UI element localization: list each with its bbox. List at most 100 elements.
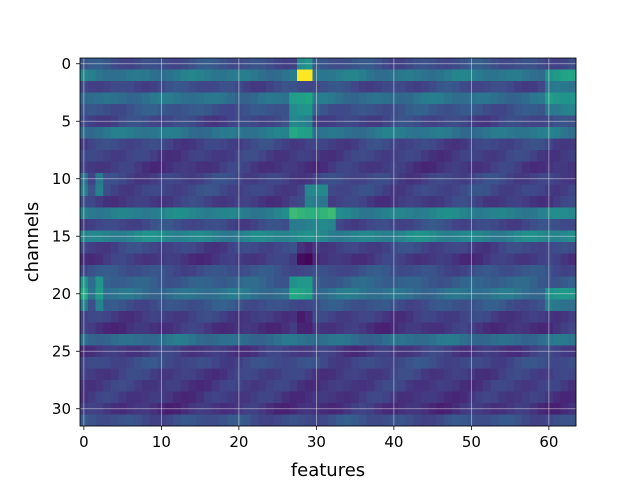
heatmap-cell [180, 207, 189, 220]
heatmap-cell [134, 161, 143, 174]
heatmap-cell [95, 92, 104, 105]
heatmap-cell [219, 150, 228, 162]
heatmap-cell [126, 150, 135, 162]
heatmap-cell [351, 276, 360, 289]
heatmap-cell [297, 253, 306, 266]
heatmap-cell [297, 127, 306, 139]
heatmap-cell [134, 253, 143, 266]
heatmap-cell [498, 265, 507, 277]
heatmap-cell [180, 219, 189, 231]
heatmap-cell [359, 357, 368, 369]
heatmap-cell [258, 334, 267, 346]
heatmap-cell [374, 357, 383, 369]
heatmap-cell [413, 184, 422, 197]
heatmap-cell [382, 104, 391, 116]
heatmap-cell [134, 127, 143, 139]
heatmap-cell [242, 219, 251, 231]
heatmap-cell [142, 368, 151, 381]
heatmap-cell [506, 276, 515, 289]
heatmap-cell [250, 299, 259, 312]
heatmap-cell [397, 299, 406, 312]
heatmap-cell [436, 219, 445, 231]
heatmap-cell [382, 322, 391, 335]
heatmap-cell [111, 368, 120, 381]
heatmap-cell [165, 161, 174, 174]
heatmap-cell [126, 69, 135, 82]
heatmap-cell [436, 368, 445, 381]
heatmap-cell [568, 184, 577, 197]
heatmap-cell [374, 391, 383, 404]
heatmap-cell [490, 368, 499, 381]
heatmap-cell [219, 276, 228, 289]
heatmap-cell [242, 150, 251, 162]
heatmap-cell [87, 242, 96, 254]
heatmap-cell [475, 368, 484, 381]
heatmap-cell [343, 219, 352, 231]
heatmap-cell [413, 391, 422, 404]
heatmap-cell [266, 127, 275, 139]
heatmap-cell [374, 322, 383, 335]
heatmap-cell [95, 322, 104, 335]
heatmap-cell [204, 368, 213, 381]
heatmap-cell [537, 92, 546, 105]
heatmap-cell [149, 414, 158, 427]
heatmap-cell [142, 150, 151, 162]
heatmap-cell [335, 357, 344, 369]
heatmap-cell [204, 357, 213, 369]
heatmap-cell [95, 357, 104, 369]
heatmap-cell [343, 207, 352, 220]
heatmap-cell [343, 380, 352, 392]
heatmap-cell [382, 92, 391, 105]
heatmap-cell [196, 299, 205, 312]
heatmap-cell [560, 265, 569, 277]
heatmap-cell [204, 219, 213, 231]
heatmap-cell [428, 311, 437, 323]
heatmap-cell [382, 253, 391, 266]
heatmap-cell [180, 253, 189, 266]
heatmap-cell [560, 161, 569, 174]
heatmap-cell [444, 81, 453, 93]
heatmap-cell [196, 322, 205, 335]
heatmap-cell [413, 219, 422, 231]
heatmap-cell [320, 322, 329, 335]
heatmap-cell [188, 69, 197, 82]
heatmap-cell [211, 196, 220, 208]
heatmap-cell [506, 138, 515, 151]
heatmap-cell [413, 138, 422, 151]
heatmap-cell [413, 207, 422, 220]
heatmap-cell [320, 207, 329, 220]
heatmap-cell [289, 196, 298, 208]
heatmap-cell [180, 242, 189, 254]
heatmap-cell [560, 253, 569, 266]
heatmap-cell [343, 322, 352, 335]
heatmap-cell [266, 92, 275, 105]
heatmap-cell [250, 276, 259, 289]
heatmap-cell [266, 253, 275, 266]
heatmap-cell [242, 242, 251, 254]
heatmap-cell [397, 138, 406, 151]
heatmap-cell [134, 92, 143, 105]
heatmap-cell [366, 322, 375, 335]
heatmap-cell [111, 380, 120, 392]
heatmap-cell [304, 380, 313, 392]
heatmap-cell [304, 92, 313, 105]
heatmap-cell [413, 334, 422, 346]
heatmap-cell [359, 391, 368, 404]
heatmap-cell [87, 276, 96, 289]
heatmap-cell [250, 104, 259, 116]
heatmap-cell [413, 104, 422, 116]
heatmap-cell [227, 127, 236, 139]
heatmap-cell [552, 104, 561, 116]
heatmap-cell [475, 334, 484, 346]
heatmap-cell [359, 253, 368, 266]
heatmap-cell [149, 219, 158, 231]
heatmap-cell [304, 334, 313, 346]
heatmap-cell [134, 150, 143, 162]
heatmap-cell [413, 253, 422, 266]
heatmap-cell [459, 92, 468, 105]
heatmap-cell [444, 92, 453, 105]
heatmap-cell [111, 150, 120, 162]
heatmap-cell [95, 299, 104, 312]
heatmap-cell [204, 138, 213, 151]
heatmap-cell [95, 219, 104, 231]
